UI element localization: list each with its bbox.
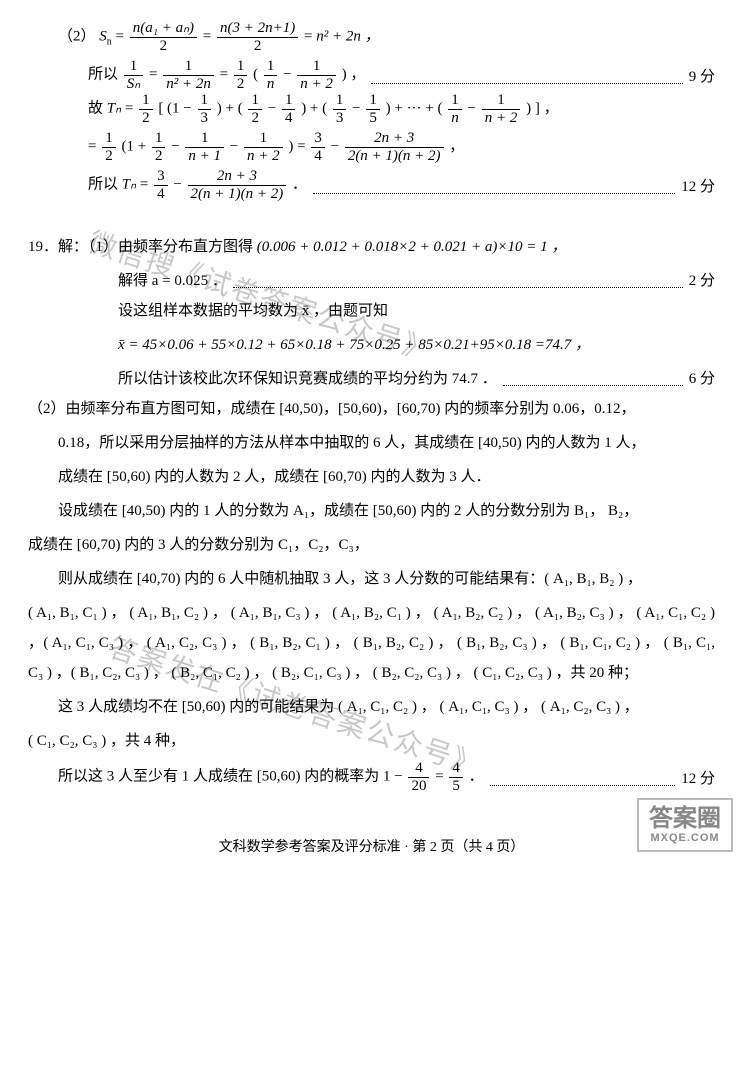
p19-solve-row: 解得 a = 0.025 ． 2 分: [28, 266, 715, 296]
p19-head: 19．解：（1）由频率分布直方图得 (0.006 + 0.012 + 0.018…: [28, 232, 715, 262]
p19-2i-row: 所以这 3 人至少有 1 人成绩在 [50,60) 内的概率为 1 − 420 …: [28, 760, 715, 794]
p19-2d: 设成绩在 [40,50) 内的 1 人的分数为 A₁，成绩在 [50,60) 内…: [28, 496, 715, 526]
p18-eq4: = 12 (1 + 12 − 1n + 1 − 1n + 2 ) = 34 − …: [28, 130, 715, 164]
p19-2b: 0.18，所以采用分层抽样的方法从样本中抽取的 6 人，其成绩在 [40,50)…: [28, 428, 715, 458]
p19-2f: 则从成绩在 [40,70) 内的 6 人中随机抽取 3 人，这 3 人分数的可能…: [28, 564, 715, 594]
p19-combos: ( A₁, B₁, C₁ ) ， ( A₁, B₁, C₂ ) ， ( A₁, …: [28, 598, 715, 688]
corner-badge: 答案圈 MXQE.COM: [637, 798, 733, 852]
p18-eq5-row: 所以 Tₙ = 34 − 2n + 32(n + 1)(n + 2) ． 12 …: [28, 168, 715, 202]
page-footer: 文科数学参考答案及评分标准 · 第 2 页（共 4 页）: [28, 834, 715, 862]
p18-eq3: 故 Tₙ = 12 [ (1 − 13 ) + ( 12 − 14 ) + ( …: [28, 92, 715, 126]
score-2: 2 分: [689, 266, 715, 296]
p19-2h: ( C₁, C₂, C₃ ) ，共 4 种，: [28, 726, 715, 756]
p19-2a: （2）由频率分布直方图可知，成绩在 [40,50)，[50,60)，[60,70…: [28, 394, 715, 424]
score-6: 6 分: [689, 364, 715, 394]
p19-l3-row: 所以估计该校此次环保知识竞赛成绩的平均分约为 74.7 ． 6 分: [28, 364, 715, 394]
score-12b: 12 分: [681, 764, 715, 794]
p18-eq2-row: 所以 1Sₙ = 1n² + 2n = 12 ( 1n − 1n + 2 ) ，…: [28, 58, 715, 92]
p19-l1: 设这组样本数据的平均数为 x̄ ，由题可知: [28, 296, 715, 326]
p19-l2: x̄ = 45×0.06 + 55×0.12 + 65×0.18 + 75×0.…: [28, 330, 715, 360]
p19-2e: 成绩在 [60,70) 内的 3 人的分数分别为 C₁，C₂，C₃，: [28, 530, 715, 560]
score-9: 9 分: [689, 62, 715, 92]
p18-eq1: （2） Sn = n(a₁ + aₙ)2 = n(3 + 2n+1)2 = n²…: [28, 20, 715, 54]
p19-2g: 这 3 人成绩均不在 [50,60) 内的可能结果为 ( A₁, C₁, C₂ …: [28, 692, 715, 722]
score-12a: 12 分: [681, 172, 715, 202]
p19-2c: 成绩在 [50,60) 内的人数为 2 人，成绩在 [60,70) 内的人数为 …: [28, 462, 715, 492]
